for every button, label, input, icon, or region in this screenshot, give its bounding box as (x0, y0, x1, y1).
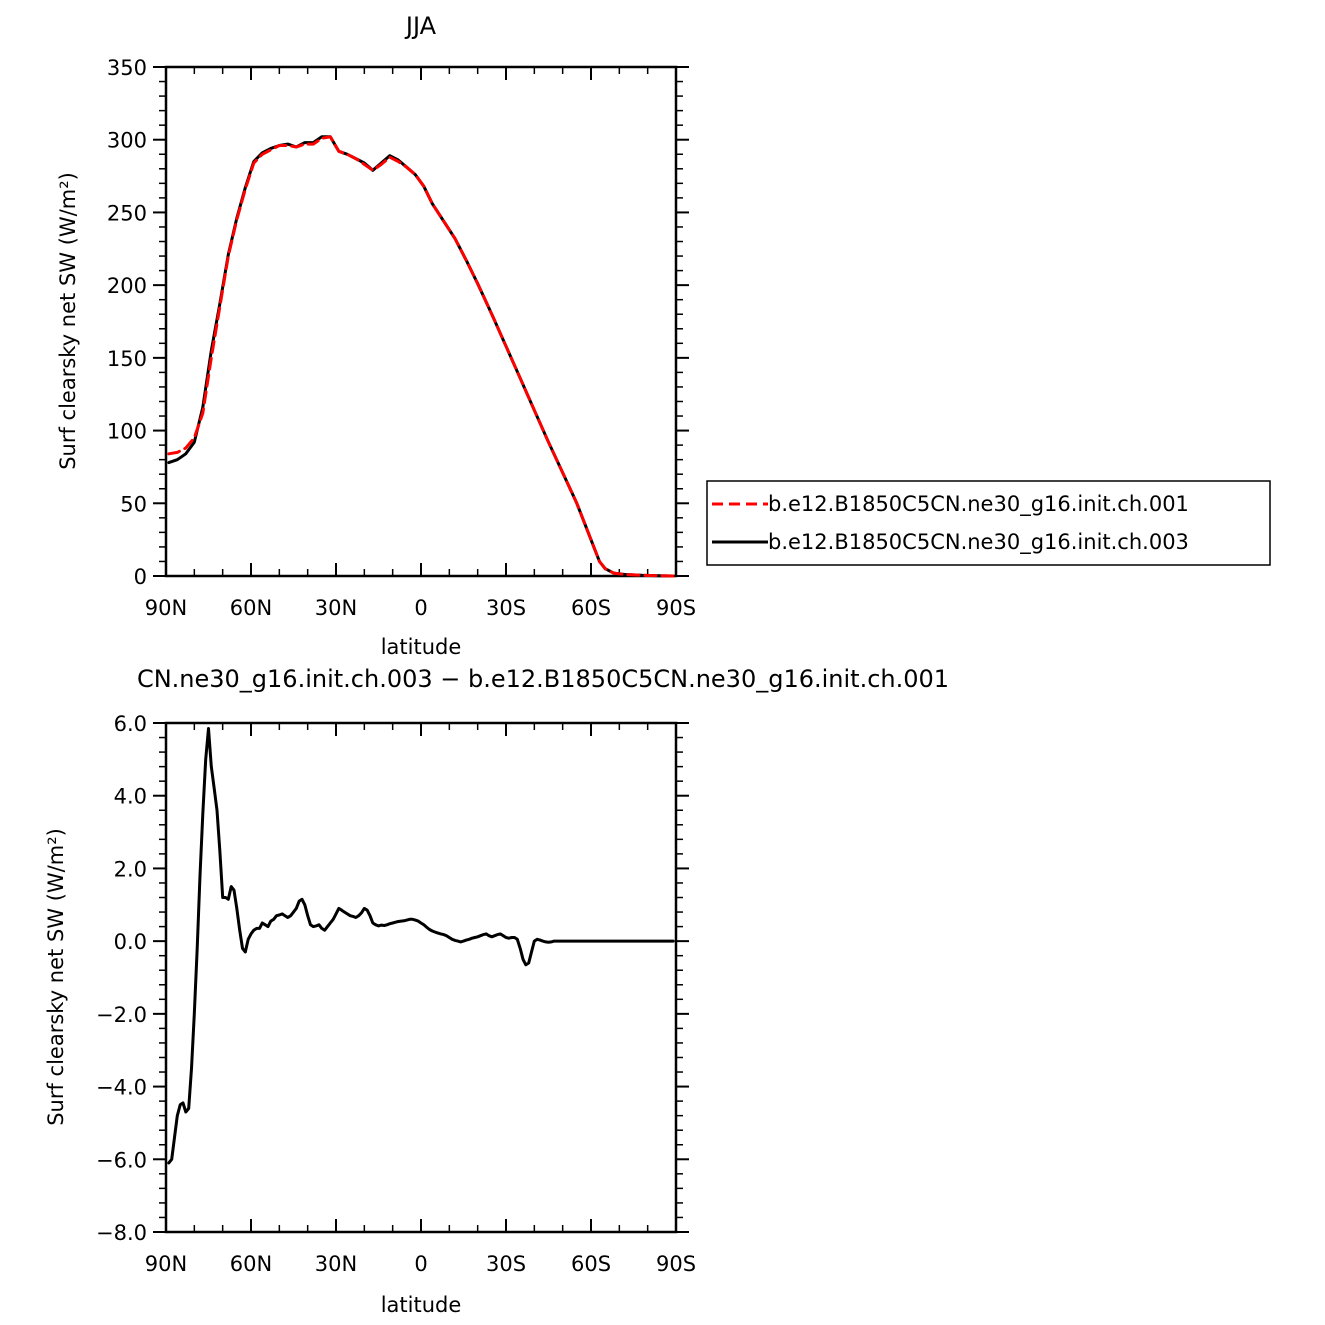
bottom-chart-panel: CN.ne30_g16.init.ch.003 − b.e12.B1850C5C… (44, 665, 949, 1317)
x-tick-label: 30S (486, 1252, 526, 1276)
y-tick-label: 0.0 (114, 930, 147, 954)
x-tick-label: 30N (315, 596, 357, 620)
x-tick-label: 90S (656, 1252, 696, 1276)
x-tick-label: 0 (414, 1252, 427, 1276)
x-tick-label: 60S (571, 596, 611, 620)
x-tick-label: 30N (315, 1252, 357, 1276)
x-tick-label: 0 (414, 596, 427, 620)
x-tick-label: 60N (230, 596, 272, 620)
y-tick-label: 150 (107, 347, 147, 371)
x-tick-label: 90N (145, 596, 187, 620)
y-tick-label: 350 (107, 56, 147, 80)
plot-frame-0 (164, 65, 678, 578)
bottom-chart-title: CN.ne30_g16.init.ch.003 − b.e12.B1850C5C… (137, 665, 949, 693)
top-plot-area: 90N 60N 30N 0 30S 60S 90S 0 50 100 150 200 250 300 350 (107, 56, 696, 620)
bottom-chart-ylabel: Surf clearsky net SW (W/m²) (44, 828, 68, 1126)
y-tick-label: 4.0 (114, 785, 147, 809)
legend-label-series-003: b.e12.B1850C5CN.ne30_g16.init.ch.003 (768, 530, 1189, 555)
top-chart-legend: b.e12.B1850C5CN.ne30_g16.init.ch.001 b.e… (706, 480, 1271, 566)
bottom-chart-xlabel: latitude (381, 1293, 462, 1317)
series-line-1-0 (167, 727, 675, 1165)
y-tick-label: 200 (107, 274, 147, 298)
top-chart-title: JJA (404, 12, 437, 40)
y-tick-label: 50 (120, 492, 147, 516)
y-tick-label: 6.0 (114, 712, 147, 736)
x-tick-label: 60S (571, 1252, 611, 1276)
x-tick-label: 60N (230, 1252, 272, 1276)
y-tick-label: 100 (107, 420, 147, 444)
x-tick-label: 90N (145, 1252, 187, 1276)
legend-frame (706, 480, 1271, 566)
x-tick-label: 30S (486, 596, 526, 620)
y-tick-label: −8.0 (96, 1221, 147, 1245)
y-tick-label: −2.0 (96, 1003, 147, 1027)
legend-label-series-001: b.e12.B1850C5CN.ne30_g16.init.ch.001 (768, 492, 1189, 517)
y-tick-label: 300 (107, 129, 147, 153)
top-chart-ylabel: Surf clearsky net SW (W/m²) (56, 172, 80, 470)
y-tick-label: 250 (107, 201, 147, 225)
bottom-plot-area: 90N 60N 30N 0 30S 60S 90S −8.0 −6.0 −4.0 −2.0 0.0 2.… (96, 712, 696, 1276)
top-chart-xlabel: latitude (381, 635, 462, 659)
plot-frame-1 (164, 721, 678, 1234)
y-tick-label: −4.0 (96, 1076, 147, 1100)
series-line-0-0 (167, 135, 675, 578)
y-tick-label: 2.0 (114, 857, 147, 881)
y-tick-label: −6.0 (96, 1148, 147, 1172)
top-chart-panel: JJA 90N 60N 30N 0 30S 60S 90S 0 50 100 150 200 250 30… (56, 12, 696, 659)
y-tick-label: 0 (134, 565, 147, 589)
series-line-0-1 (167, 135, 675, 578)
x-tick-label: 90S (656, 596, 696, 620)
